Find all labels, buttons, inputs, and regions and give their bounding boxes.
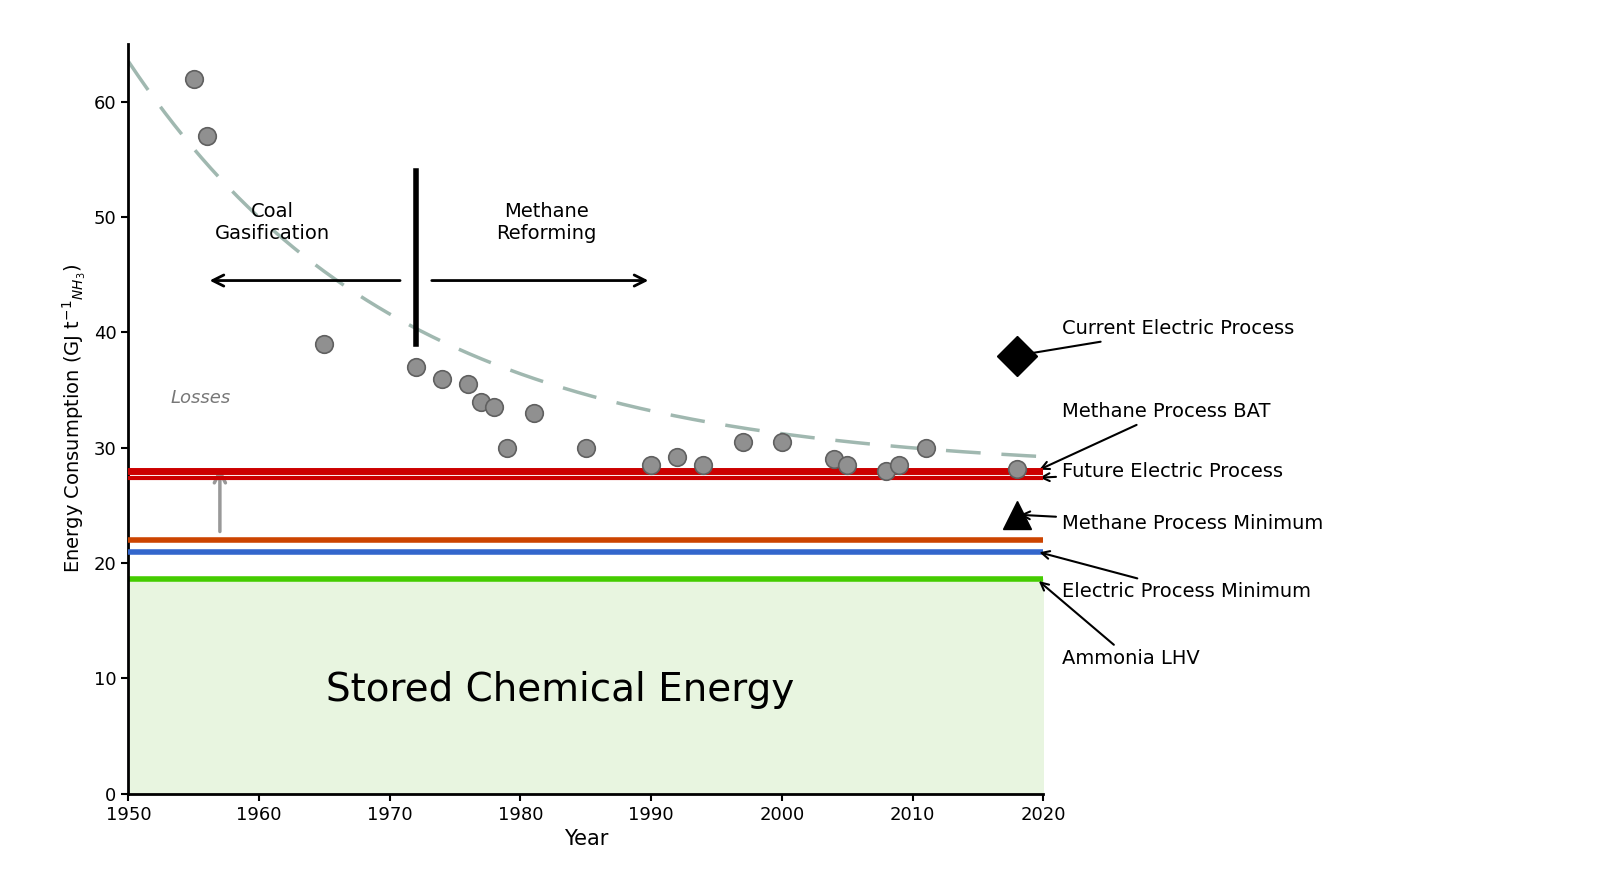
Text: Methane
Reforming: Methane Reforming — [496, 202, 597, 243]
Point — [311, 337, 337, 351]
Point — [730, 435, 756, 449]
Point — [482, 400, 507, 415]
Text: Coal
Gasification: Coal Gasification — [215, 202, 329, 243]
Point — [194, 130, 220, 144]
Y-axis label: Energy Consumption (GJ t$^{-1}$$_{NH_3}$): Energy Consumption (GJ t$^{-1}$$_{NH_3}$… — [61, 265, 88, 573]
Text: Current Electric Process: Current Electric Process — [1022, 319, 1294, 357]
Point — [456, 377, 481, 392]
Text: Electric Process Minimum: Electric Process Minimum — [1042, 551, 1311, 601]
X-axis label: Year: Year — [563, 829, 608, 849]
Point — [913, 441, 939, 455]
Text: Future Electric Process: Future Electric Process — [1042, 462, 1282, 481]
Point — [886, 458, 912, 472]
Text: Stored Chemical Energy: Stored Chemical Energy — [326, 671, 794, 709]
Point — [494, 441, 520, 455]
Point — [1005, 461, 1030, 475]
Text: Losses: Losses — [170, 390, 231, 407]
Point — [639, 458, 664, 472]
Point — [469, 394, 494, 408]
Point — [835, 458, 860, 472]
Point — [403, 360, 429, 374]
Point — [429, 371, 454, 385]
Text: Methane Process BAT: Methane Process BAT — [1042, 402, 1270, 469]
Point — [573, 441, 599, 455]
Point — [664, 450, 690, 464]
Text: Ammonia LHV: Ammonia LHV — [1040, 583, 1199, 669]
Point — [520, 406, 546, 420]
Point — [181, 71, 207, 86]
Point — [873, 464, 899, 478]
Point — [690, 458, 716, 472]
Point — [822, 452, 847, 467]
Text: Methane Process Minimum: Methane Process Minimum — [1022, 512, 1323, 534]
Point — [769, 435, 794, 449]
